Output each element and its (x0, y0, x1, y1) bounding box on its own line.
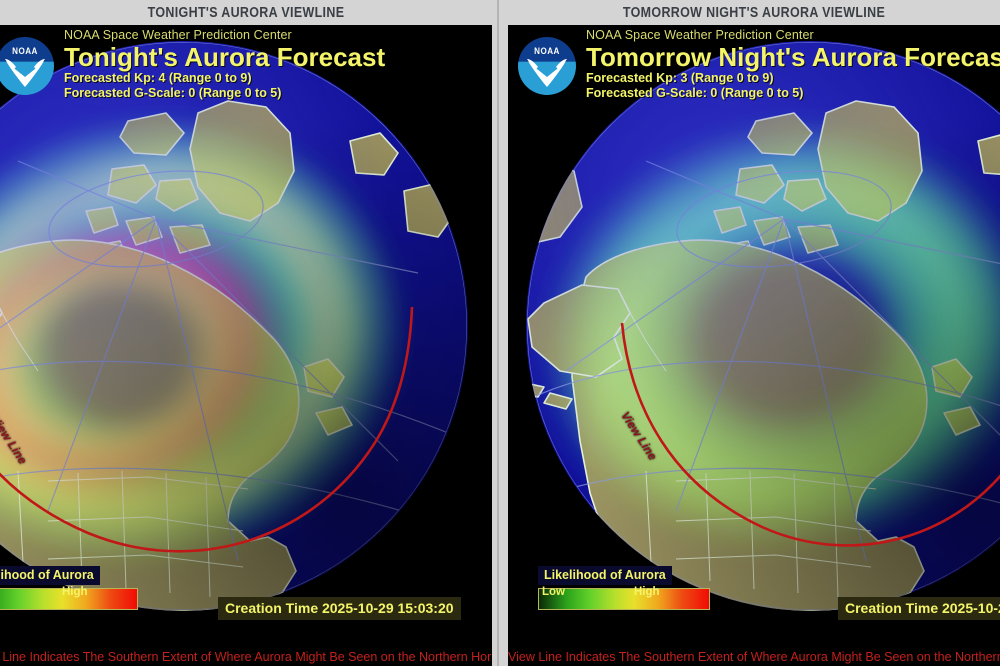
globe-tomorrow (526, 41, 1000, 611)
panel-title-bar-tomorrow: TOMORROW NIGHT'S AURORA VIEWLINE (508, 0, 1000, 25)
noaa-logo-tonight: NOAA (0, 37, 54, 95)
aurora-image-tomorrow: View Line NOAA NOAA Space Weather Predic… (508, 25, 1000, 666)
creation-time-tonight: Creation Time 2025-10-29 15:03:20 (218, 597, 461, 620)
aurora-image-tonight: View Line NOAA NOAA Space Weather Predic… (0, 25, 492, 666)
noaa-logo-text-tomorrow: NOAA (534, 46, 560, 56)
header-tomorrow: NOAA NOAA Space Weather Prediction Cente… (508, 25, 1000, 101)
aurora-oval-tonight (0, 41, 468, 611)
globe-tonight (0, 41, 468, 611)
legend-colorbar-tomorrow (538, 588, 710, 610)
panel-tomorrow: TOMORROW NIGHT'S AURORA VIEWLINE (508, 0, 1000, 666)
header-tonight: NOAA NOAA Space Weather Prediction Cente… (0, 25, 492, 101)
noaa-logo-tomorrow: NOAA (518, 37, 576, 95)
panel-tonight: TONIGHT'S AURORA VIEWLINE (0, 0, 492, 666)
footnote-tomorrow: View Line Indicates The Southern Extent … (508, 650, 1000, 664)
legend-high-label-tomorrow: High (634, 586, 660, 598)
legend-colorbar-wrap-tomorrow: Low High (538, 586, 710, 610)
legend-colorbar-wrap-tonight: Low High (0, 586, 138, 610)
noaa-bird-icon (527, 59, 567, 87)
noaa-logo-text-tonight: NOAA (12, 46, 38, 56)
footnote-tonight: View Line Indicates The Southern Extent … (0, 650, 492, 664)
kp-line-tonight: Forecasted Kp: 4 (Range 0 to 9) (64, 70, 252, 85)
legend-low-label-tomorrow: Low (542, 586, 565, 598)
panel-title-tonight: TONIGHT'S AURORA VIEWLINE (34, 0, 458, 25)
kp-line-tomorrow: Forecasted Kp: 3 (Range 0 to 9) (586, 70, 774, 85)
legend-high-label-tonight: High (62, 586, 88, 598)
noaa-bird-icon (5, 59, 45, 87)
legend-title-tonight: Likelihood of Aurora (0, 566, 100, 585)
gscale-line-tomorrow: Forecasted G-Scale: 0 (Range 0 to 5) (586, 85, 804, 100)
panel-title-tomorrow: TOMORROW NIGHT'S AURORA VIEWLINE (542, 0, 966, 25)
agency-name-tonight: NOAA Space Weather Prediction Center (64, 28, 292, 42)
panel-divider (492, 0, 508, 666)
gscale-line-tonight: Forecasted G-Scale: 0 (Range 0 to 5) (64, 85, 282, 100)
legend-colorbar-tonight (0, 588, 138, 610)
aurora-oval-tomorrow (526, 41, 1000, 611)
legend-tonight: Likelihood of Aurora Low High (0, 566, 138, 610)
legend-title-tomorrow: Likelihood of Aurora (538, 566, 672, 585)
legend-tomorrow: Likelihood of Aurora Low High (538, 566, 710, 610)
forecast-heading-tomorrow: Tomorrow Night's Aurora Forecast (586, 42, 1000, 72)
agency-name-tomorrow: NOAA Space Weather Prediction Center (586, 28, 814, 42)
creation-time-tomorrow: Creation Time 2025-10-29 (838, 597, 1000, 620)
forecast-heading-tonight: Tonight's Aurora Forecast (64, 42, 386, 72)
panel-title-bar-tonight: TONIGHT'S AURORA VIEWLINE (0, 0, 492, 25)
